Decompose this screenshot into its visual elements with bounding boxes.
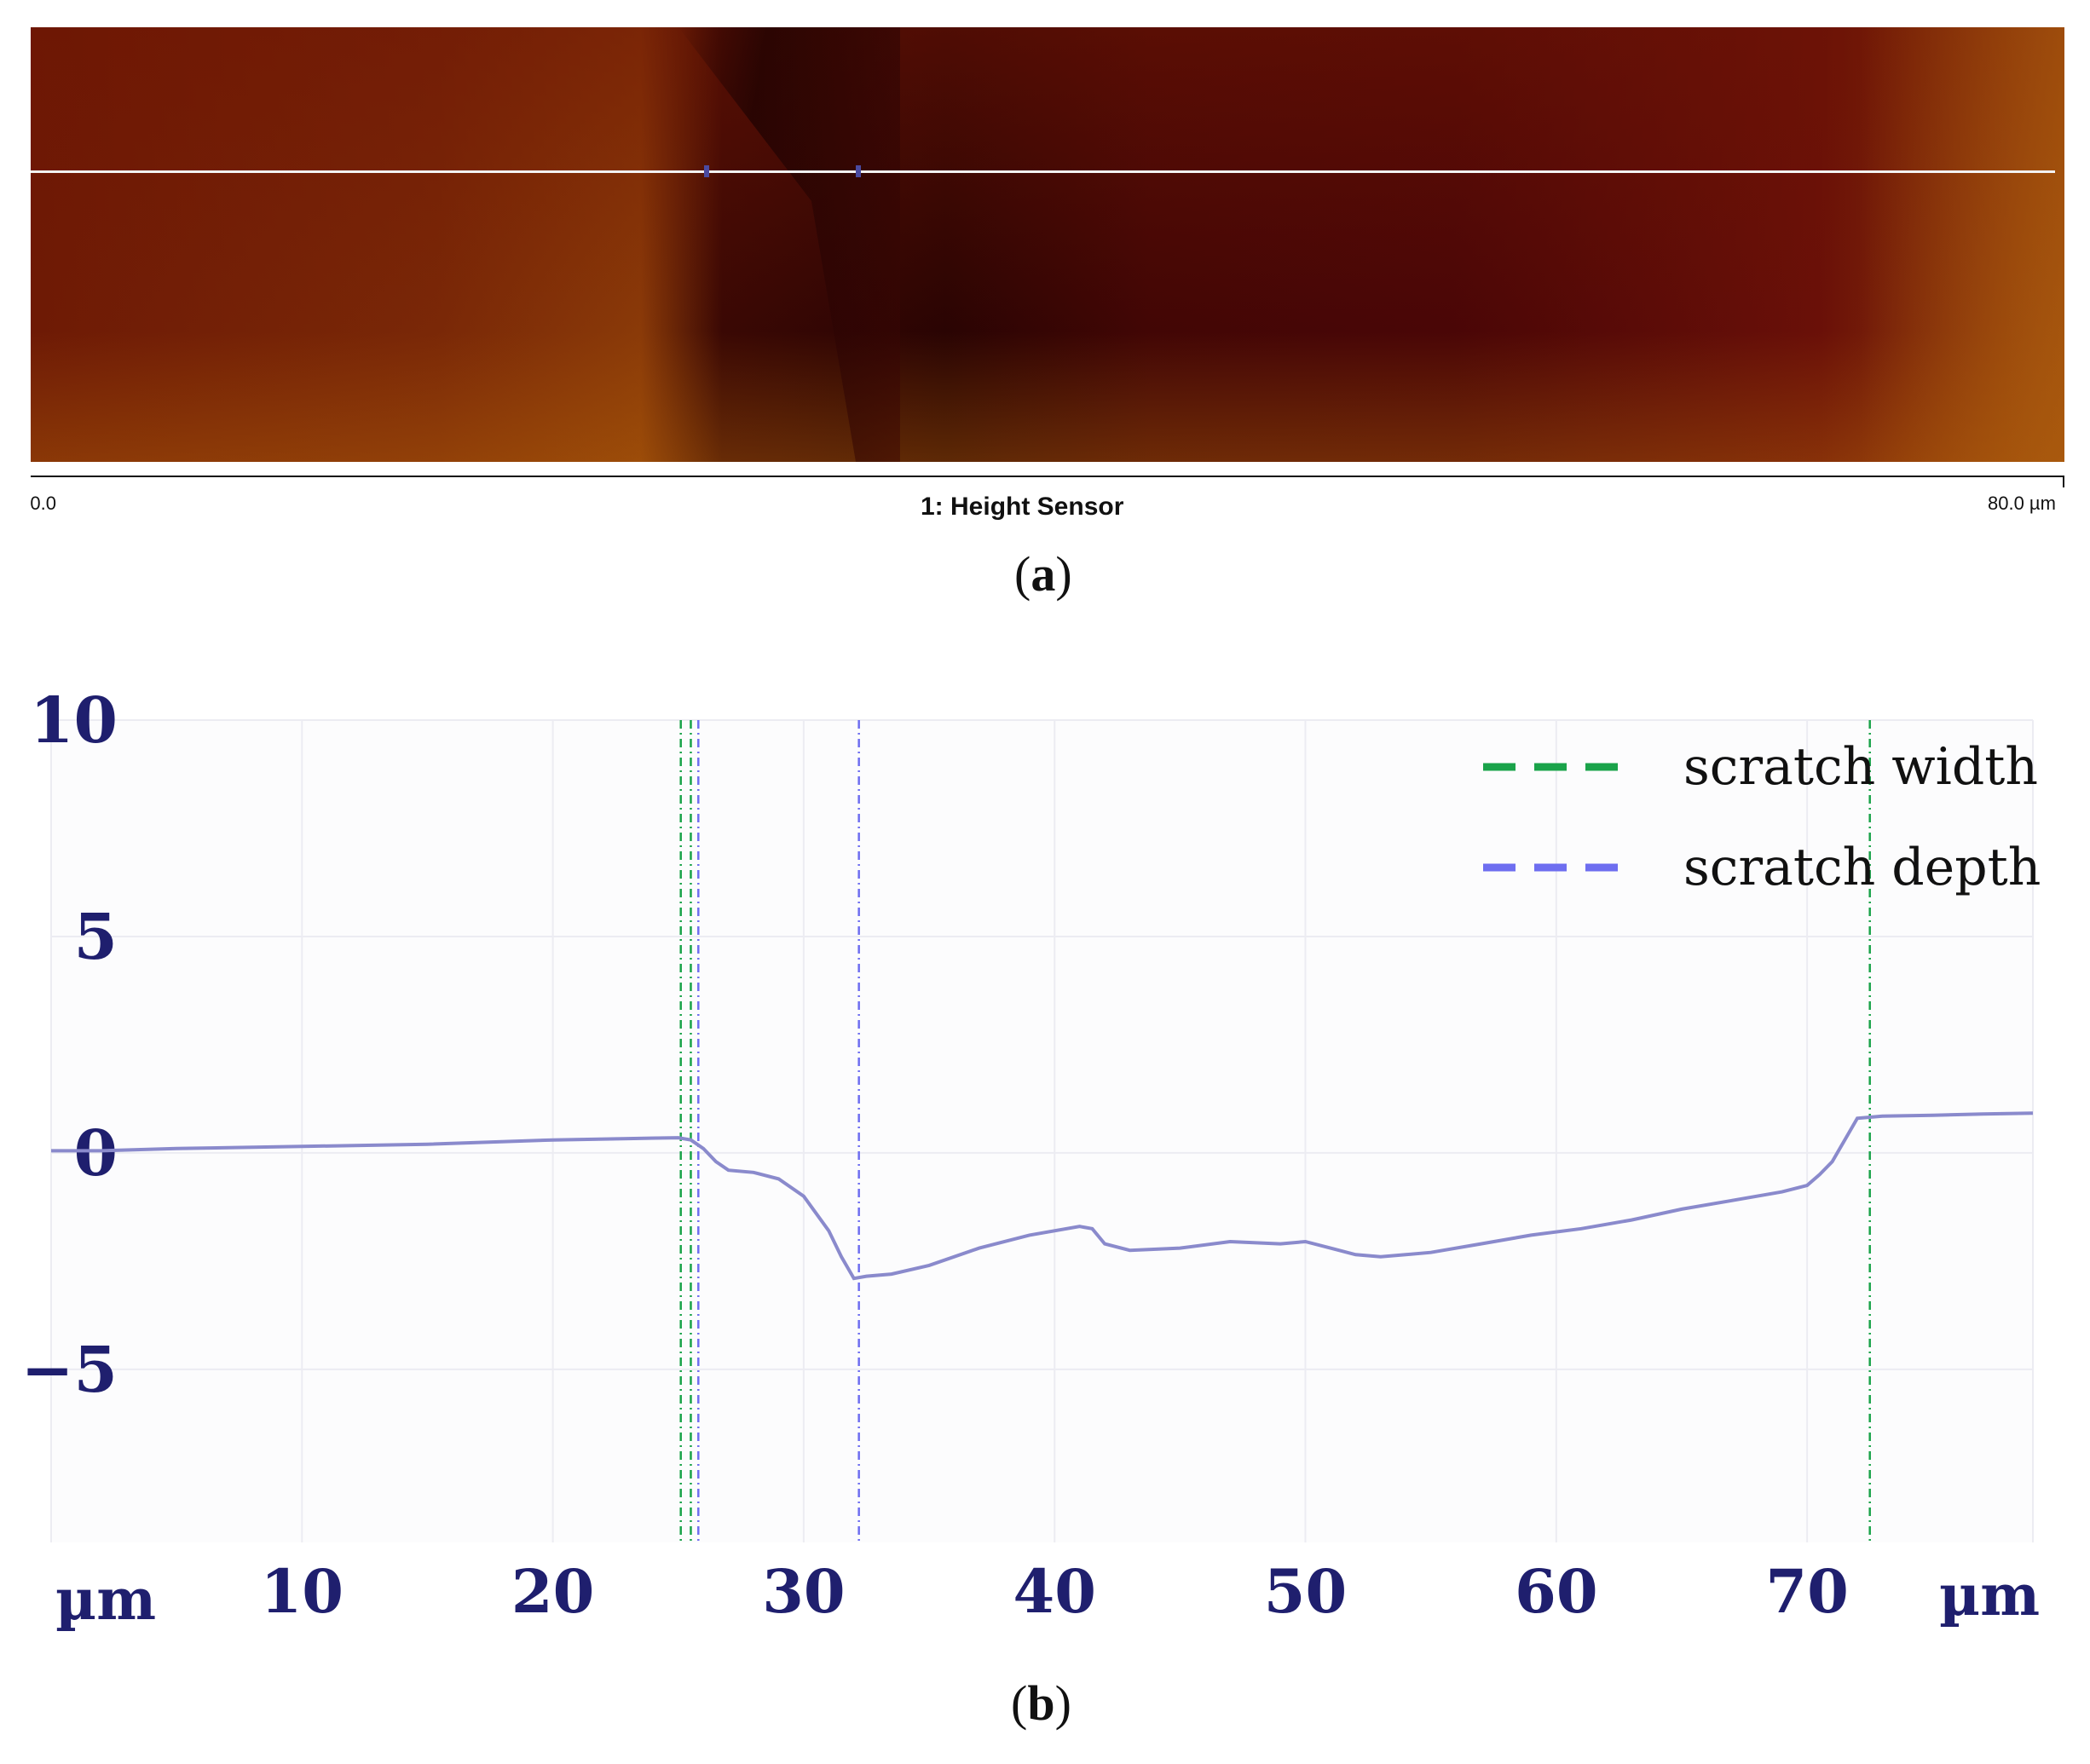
afm-right-light-region [1860, 27, 2064, 462]
afm-scale-left-label: 0.0 [31, 493, 56, 514]
panel-label-a: (a) [1014, 546, 1072, 602]
y-tick-label: −5 [21, 1334, 118, 1407]
x-tick-label: 60 [1515, 1556, 1597, 1627]
afm-scale-bar [31, 476, 2064, 477]
afm-image-title: 1: Height Sensor [921, 493, 1124, 521]
afm-height-image [31, 27, 2064, 462]
afm-shading [31, 27, 2064, 462]
panel-label-b: (b) [1011, 1675, 1071, 1731]
chart-legend: scratch width scratch depth [1483, 737, 2041, 897]
x-tick-label: 50 [1264, 1556, 1347, 1627]
x-axis-unit-left: µm [55, 1566, 156, 1633]
x-axis-ticks: 10 20 30 40 50 60 70 [261, 1556, 1849, 1627]
y-tick-label: 5 [74, 901, 118, 974]
scan-line-marker [856, 165, 861, 177]
scan-line-marker [704, 165, 709, 177]
y-axis-ticks: 10 5 0 −5 [21, 684, 118, 1407]
afm-scale-bar-end [2063, 476, 2064, 487]
chart-grid [50, 719, 2034, 1542]
x-tick-label: 40 [1013, 1556, 1096, 1627]
y-tick-label: 10 [30, 684, 118, 758]
legend-label-scratch-depth: scratch depth [1683, 838, 2041, 897]
panel-letter-b: b [1027, 1675, 1055, 1731]
x-tick-label: 20 [511, 1556, 594, 1627]
y-tick-label: 0 [74, 1117, 118, 1190]
legend-label-scratch-width: scratch width [1683, 737, 2038, 797]
x-tick-label: 30 [762, 1556, 845, 1627]
plot-area [51, 720, 2033, 1542]
afm-scale-right-label: 80.0 µm [1988, 493, 2056, 514]
x-axis-unit-right: µm [1939, 1562, 2040, 1629]
x-tick-label: 10 [261, 1556, 344, 1627]
scan-line [31, 170, 2055, 173]
marker-lines [679, 720, 1871, 1542]
height-profile-line [51, 1111, 2034, 1281]
panel-letter-a: a [1031, 546, 1056, 602]
x-tick-label: 70 [1765, 1556, 1848, 1627]
